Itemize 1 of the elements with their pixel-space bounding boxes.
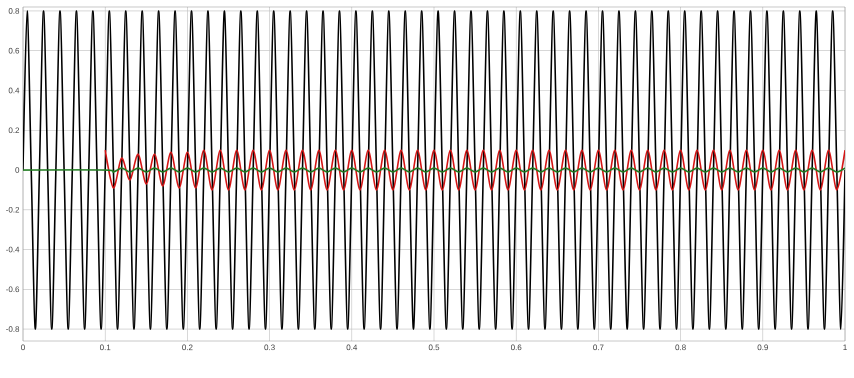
line-series [104, 149, 846, 191]
